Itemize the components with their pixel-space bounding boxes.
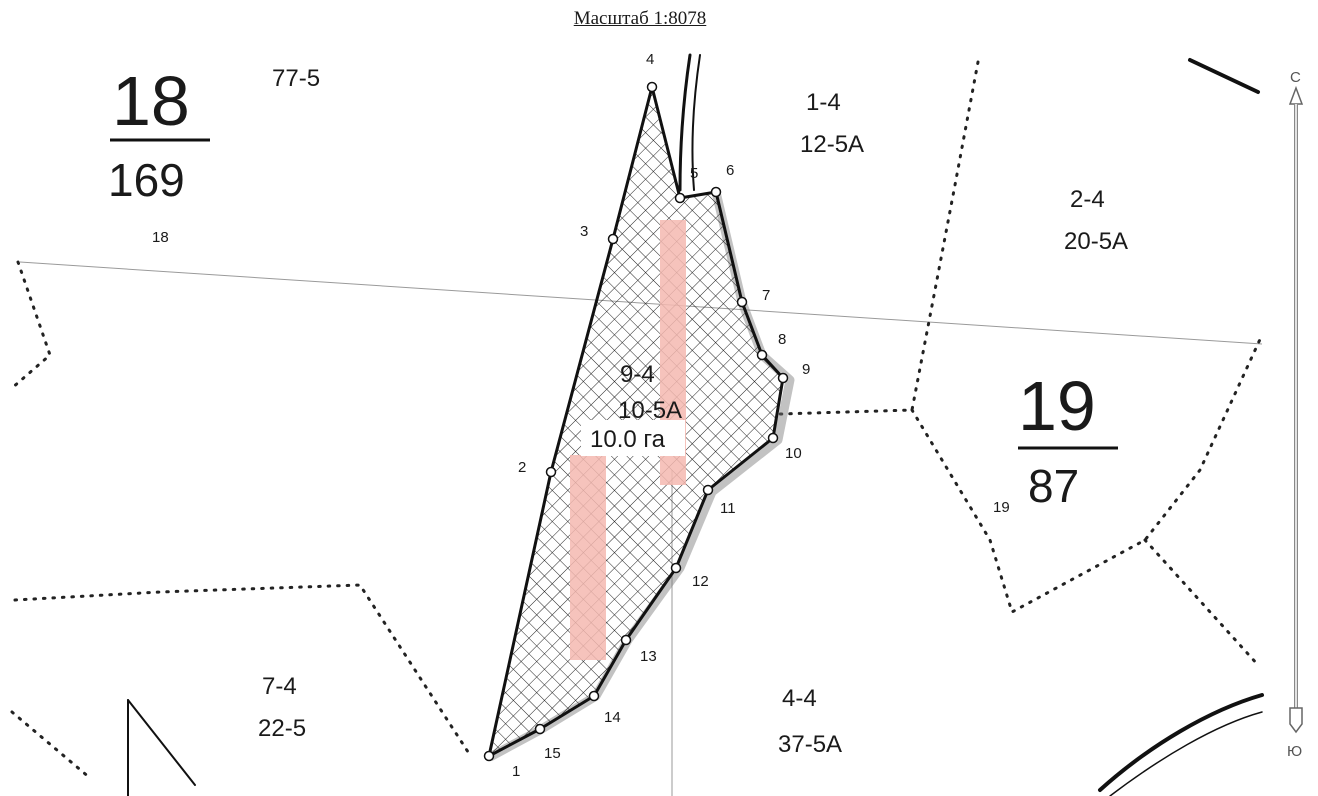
division-boundaries xyxy=(10,60,1264,780)
division-9-4-code: 10-5А xyxy=(618,397,682,424)
vertex-12 xyxy=(670,562,682,574)
vertex-label-3: 3 xyxy=(580,223,588,240)
vertex-label-2: 2 xyxy=(518,459,526,476)
division-4-4-number: 4-4 xyxy=(782,685,817,712)
vertex-14 xyxy=(588,690,600,702)
division-1-4-number: 1-4 xyxy=(806,89,841,116)
compass-south-label: Ю xyxy=(1287,743,1302,760)
division-2-4-code: 20-5А xyxy=(1064,228,1128,255)
vertex-6 xyxy=(710,186,722,198)
division-4-4-code: 37-5А xyxy=(778,731,842,758)
vertex-7 xyxy=(736,296,748,308)
quarter-area: 169 xyxy=(108,154,185,206)
vertex-5 xyxy=(674,192,686,204)
map-scale-title: Масштаб 1:8078 xyxy=(573,8,707,29)
vertex-11 xyxy=(702,484,714,496)
division-7-4-code: 22-5 xyxy=(258,715,306,742)
vertex-label-6: 6 xyxy=(726,162,734,179)
division-labels: 77-5 1-4 12-5А 2-4 20-5А 9-4 10-5А 7-4 2… xyxy=(258,65,1128,758)
quarter-area: 87 xyxy=(1028,460,1079,512)
vertex-label-4: 4 xyxy=(646,51,654,68)
north-arrow-icon xyxy=(1288,85,1304,105)
division-7-4-number: 7-4 xyxy=(262,673,297,700)
quarter-label: 18 xyxy=(152,229,169,246)
vertex-labels: 1 2 3 4 5 6 7 8 9 10 11 12 13 14 15 xyxy=(512,51,810,780)
road-lines xyxy=(127,53,1264,796)
vertex-label-13: 13 xyxy=(640,648,657,665)
vertex-label-10: 10 xyxy=(785,445,802,462)
vertex-label-11: 11 xyxy=(720,500,736,517)
plot-stripe-lower xyxy=(570,455,606,660)
north-arrow: С Ю xyxy=(1287,69,1304,760)
vertex-label-9: 9 xyxy=(802,361,810,378)
plot-area-label-box xyxy=(581,420,685,456)
division-9-4-number: 9-4 xyxy=(620,361,655,388)
vertex-label-14: 14 xyxy=(604,709,621,726)
plot-area-label: 10.0 га xyxy=(581,420,685,456)
quarter-number: 18 xyxy=(112,62,190,140)
vertex-10 xyxy=(767,432,779,444)
quarter-number: 19 xyxy=(1018,367,1096,445)
vertex-9 xyxy=(777,372,789,384)
quarter-18: 18 169 18 xyxy=(108,62,210,246)
plot-area-label-text: 10.0 га xyxy=(590,426,666,453)
plot-vertices xyxy=(483,81,789,762)
vertex-label-5: 5 xyxy=(690,165,698,182)
vertex-label-7: 7 xyxy=(762,287,770,304)
vertex-label-15: 15 xyxy=(544,745,561,762)
vertex-13 xyxy=(620,634,632,646)
vertex-8 xyxy=(756,349,768,361)
vertex-label-12: 12 xyxy=(692,573,709,590)
quarter-19: 19 87 19 xyxy=(993,367,1118,516)
vertex-label-8: 8 xyxy=(778,331,786,348)
division-77-5: 77-5 xyxy=(272,65,320,92)
quarter-label: 19 xyxy=(993,499,1010,516)
vertex-1 xyxy=(483,750,495,762)
division-2-4-number: 2-4 xyxy=(1070,186,1105,213)
vertex-label-1: 1 xyxy=(512,763,520,780)
south-arrow-icon xyxy=(1289,707,1303,734)
compass-north-label: С xyxy=(1290,69,1301,86)
division-1-4-code: 12-5А xyxy=(800,131,864,158)
vertex-3 xyxy=(607,233,619,245)
vertex-2 xyxy=(545,466,557,478)
vertex-15 xyxy=(534,723,546,735)
vertex-4 xyxy=(646,81,658,93)
